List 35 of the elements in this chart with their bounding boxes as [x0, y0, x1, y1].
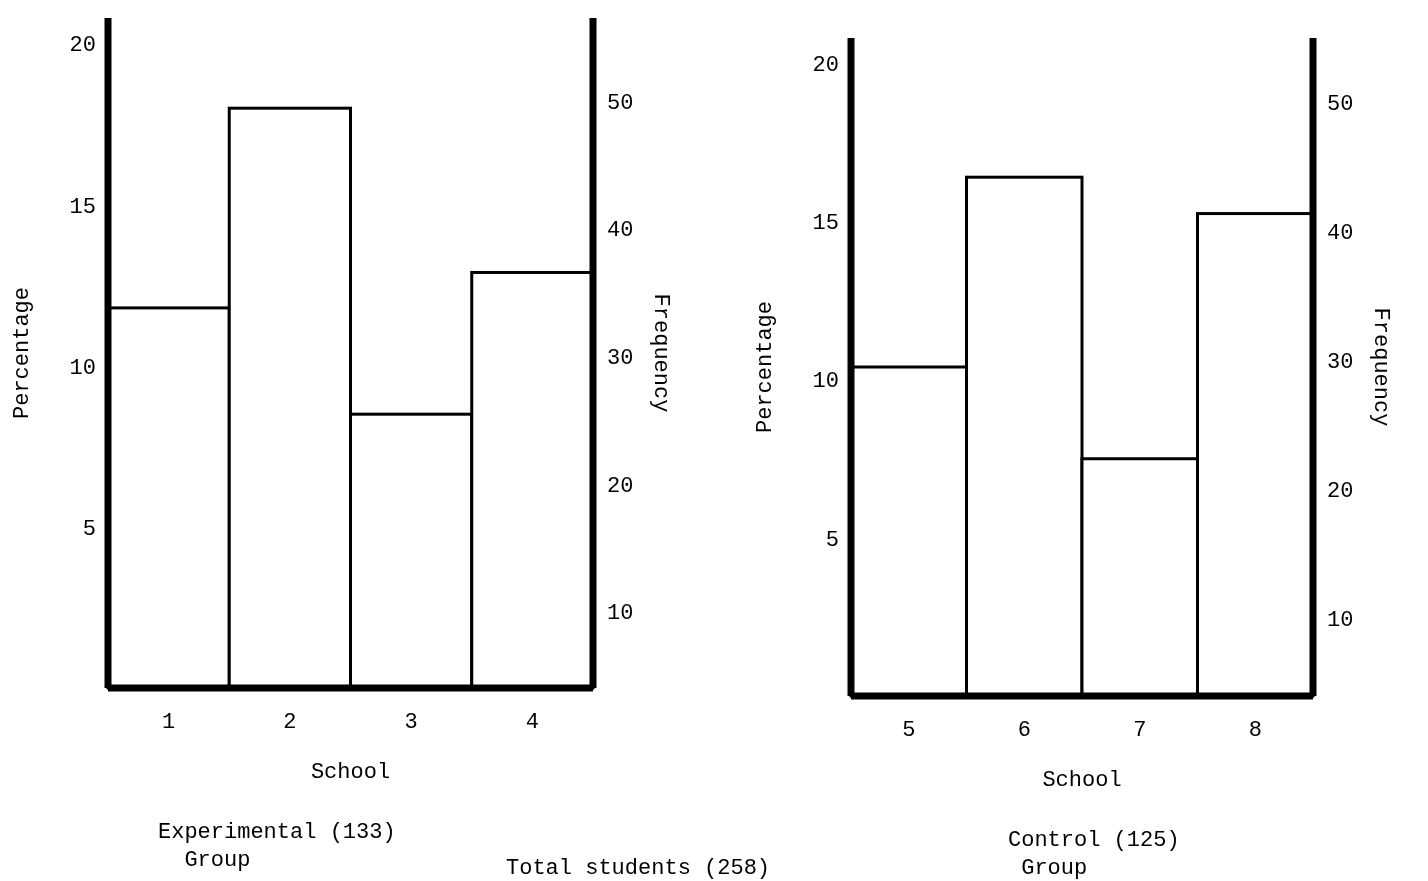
- x-tick-label: 7: [1133, 718, 1147, 743]
- y2-tick-label: 30: [1327, 350, 1354, 376]
- y2-axis-title: Frequency: [648, 293, 673, 413]
- y-tick-label: 20: [812, 53, 839, 79]
- y-tick-label: 15: [812, 211, 839, 237]
- x-tick-label: 8: [1248, 718, 1262, 743]
- x-tick-label: 4: [525, 710, 539, 735]
- x-tick-label: 1: [162, 710, 176, 735]
- x-axis-title: School: [310, 760, 391, 785]
- y-tick-label: 5: [825, 527, 839, 553]
- y2-axis-title: Frequency: [1368, 307, 1393, 427]
- y2-tick-label: 40: [607, 218, 634, 244]
- y-tick-label: 15: [69, 194, 96, 220]
- x-tick-label: 6: [1017, 718, 1031, 743]
- text: Experimental (133) Group: [158, 820, 396, 873]
- y2-tick-label: 40: [1327, 221, 1354, 247]
- y-tick-label: 10: [69, 355, 96, 381]
- y2-tick-label: 20: [607, 473, 634, 499]
- y-axis-title: Percentage: [10, 286, 35, 420]
- x-tick-label: 2: [283, 710, 297, 735]
- y-tick-label: 20: [69, 33, 96, 59]
- y2-tick-label: 50: [1327, 92, 1354, 118]
- y2-tick-label: 30: [607, 345, 634, 371]
- x-tick-label: 3: [404, 710, 418, 735]
- y2-tick-label: 10: [607, 601, 634, 627]
- y-tick-label: 10: [812, 369, 839, 395]
- text: Total students (258): [506, 856, 771, 881]
- y2-tick-label: 20: [1327, 479, 1354, 505]
- y-axis-title: Percentage: [753, 300, 778, 434]
- text: Control (125) Group: [1008, 828, 1180, 881]
- x-tick-label: 5: [902, 718, 916, 743]
- x-axis-title: School: [1042, 768, 1122, 793]
- y-tick-label: 5: [82, 516, 96, 542]
- y2-tick-label: 10: [1327, 608, 1354, 634]
- y2-tick-label: 50: [607, 90, 634, 116]
